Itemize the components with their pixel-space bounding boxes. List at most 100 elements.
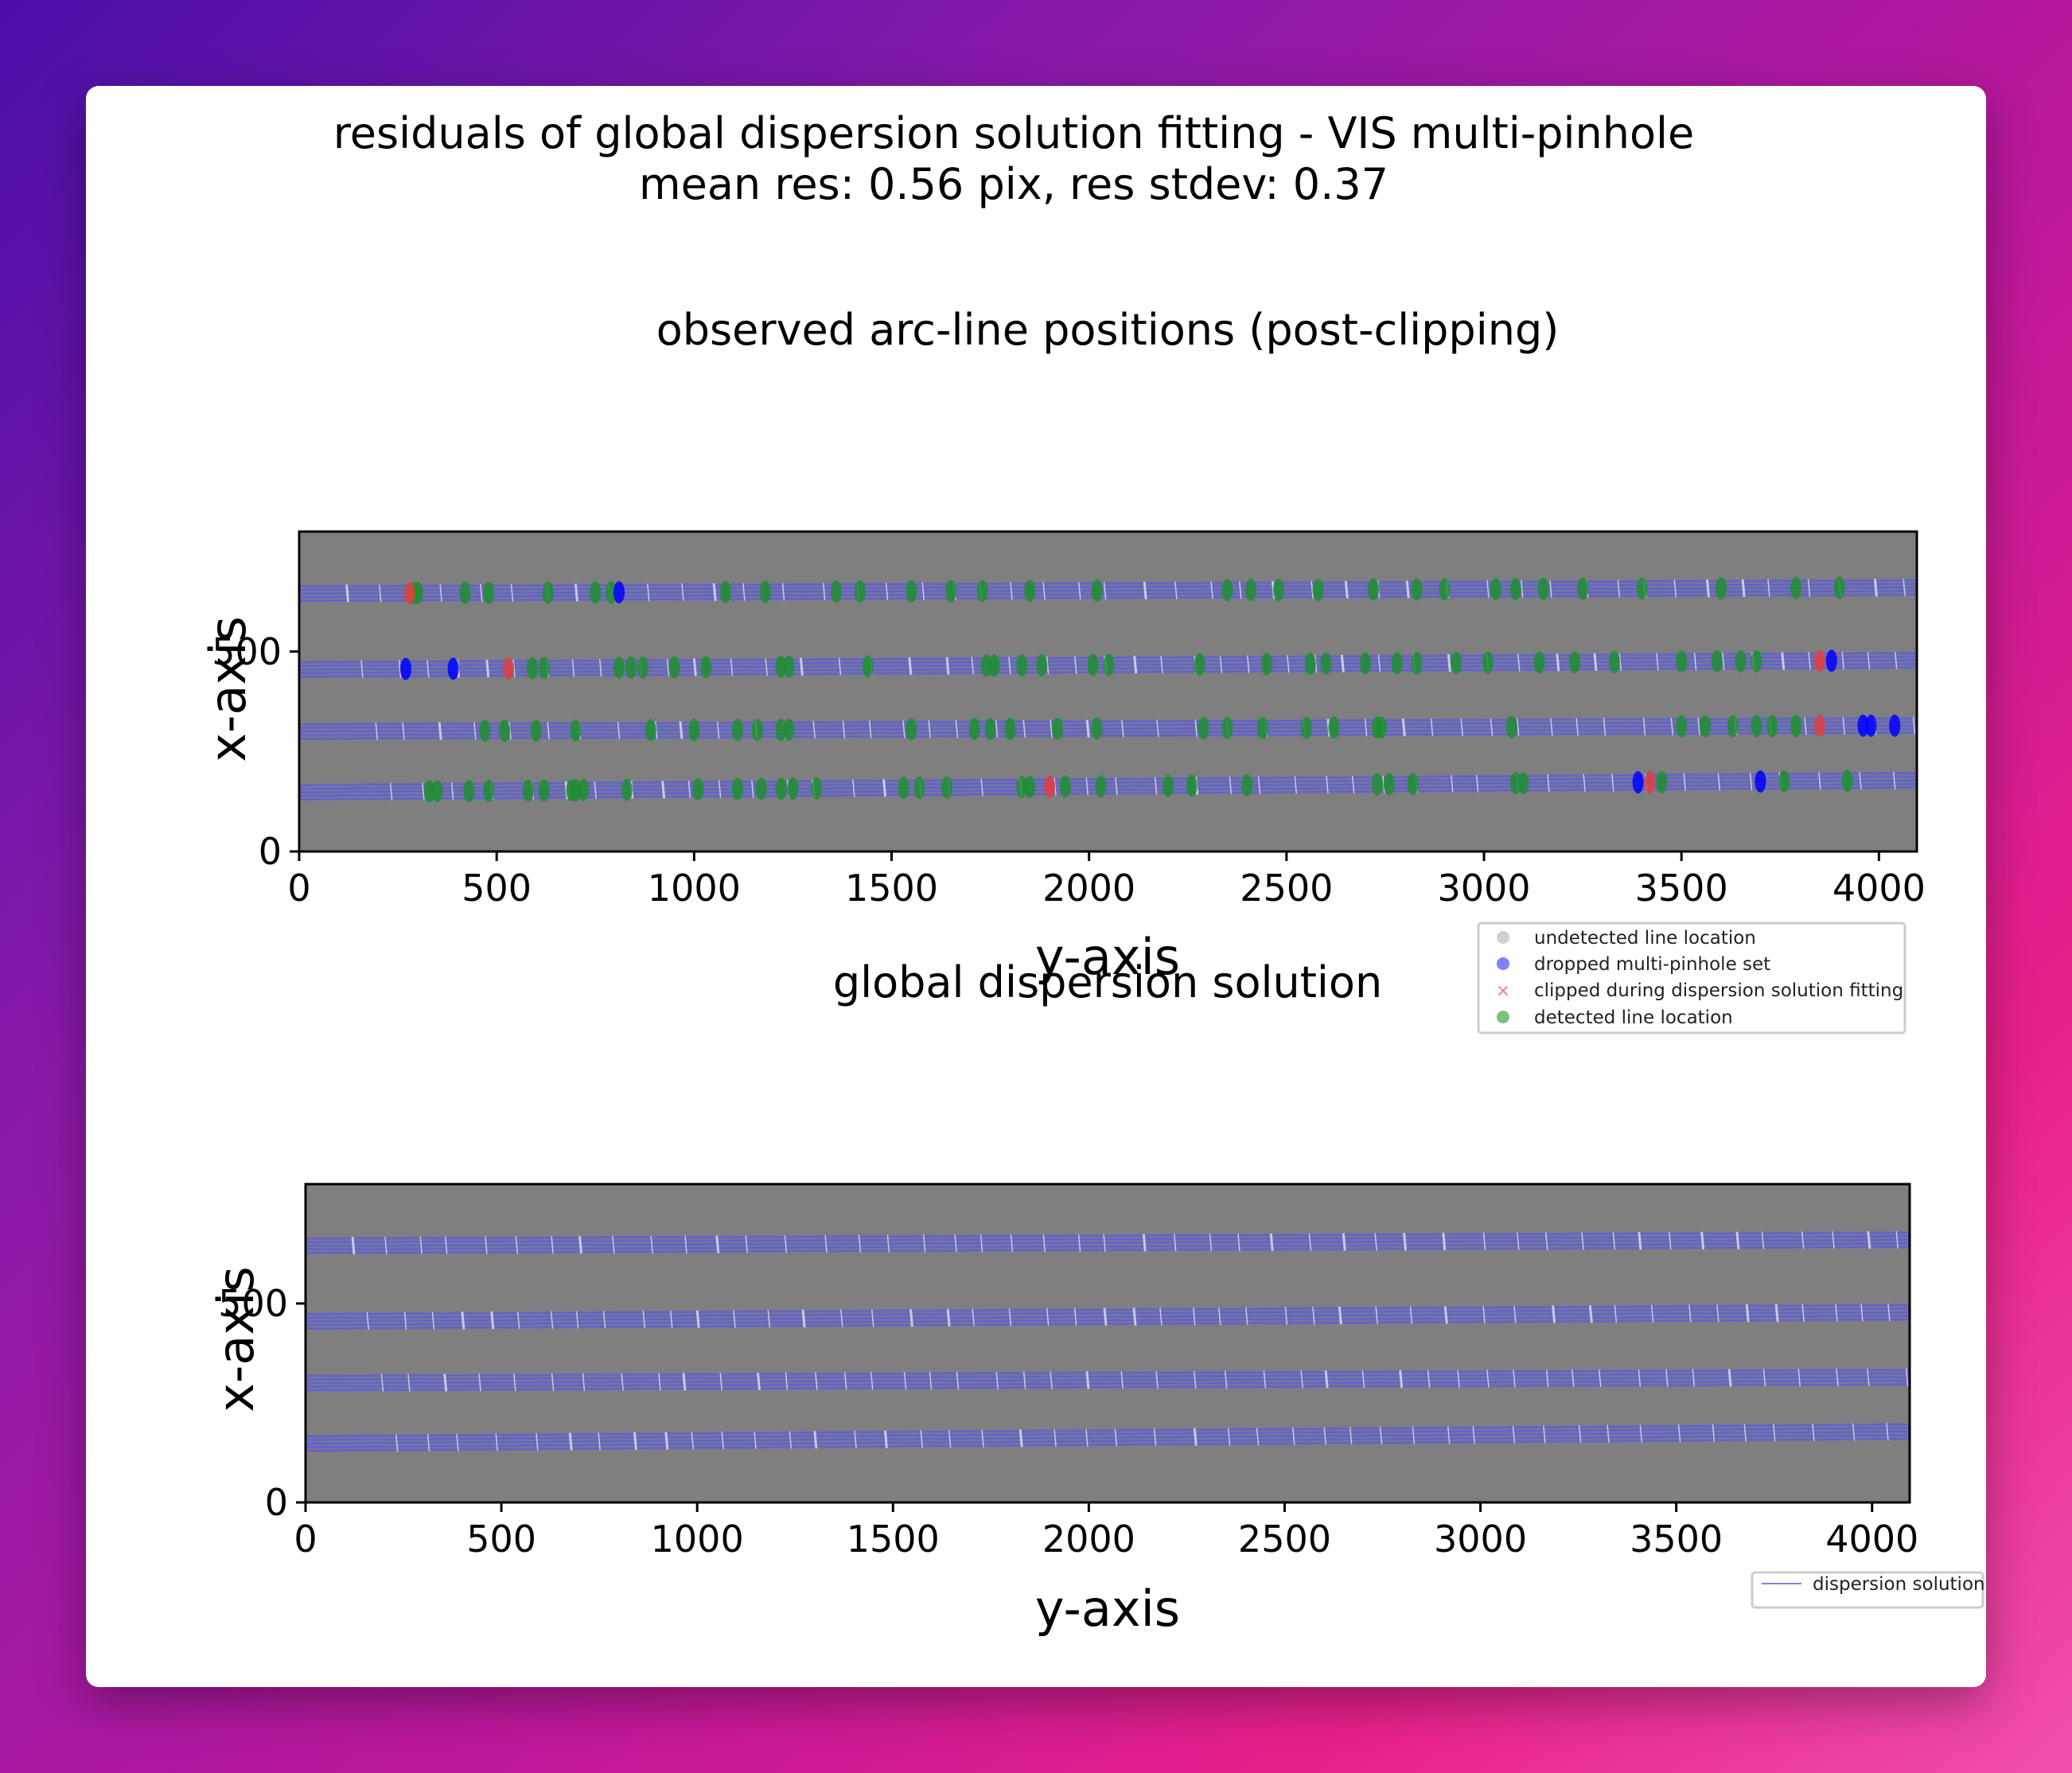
arc-line-glint [384, 1237, 388, 1255]
data-point [984, 718, 996, 741]
dispersion-y-ticks: 0 500 [218, 1282, 306, 1524]
arc-line-glint [574, 583, 578, 602]
legend-frame [1477, 922, 1906, 1035]
data-point [1272, 579, 1284, 602]
x-tick-label: 4000 [1832, 867, 1926, 910]
data-point [1372, 773, 1384, 796]
arc-lines-x-ticks: 0 500 1000 1500 2000 2500 3000 3500 4000 [287, 851, 1926, 910]
dispersion-line [305, 1434, 1910, 1448]
dispersion-line [305, 1380, 1910, 1388]
figure-svg: residuals of global dispersion solution … [199, 108, 1985, 1638]
x-tick-label: 2500 [1240, 867, 1333, 910]
data-point [1221, 579, 1233, 602]
arc-line-glint [1269, 1233, 1274, 1252]
data-point [1411, 578, 1423, 601]
arc-line-glint [1375, 1306, 1378, 1324]
data-point [1360, 652, 1372, 675]
arc-lines-y-ticks: 0 500 [212, 630, 299, 873]
x-tick-label: 1000 [648, 867, 741, 910]
arc-line-glint [1887, 1303, 1891, 1322]
arc-line-glint [380, 1374, 384, 1392]
data-point [1059, 775, 1071, 798]
arc-line-glint [801, 1309, 806, 1328]
data-point [526, 657, 538, 680]
arc-line-glint [1193, 1428, 1198, 1446]
data-point [980, 654, 992, 677]
arc-line-glint [1801, 1303, 1805, 1322]
arc-line-glint [395, 1434, 399, 1452]
arc-line-glint [1050, 719, 1053, 738]
arc-line-glint [1311, 581, 1314, 599]
arc-line-glint [1832, 1231, 1835, 1249]
arc-line-glint [1867, 1231, 1871, 1249]
arc-line-glint [920, 1430, 923, 1448]
arc-line-glint [1762, 1369, 1766, 1387]
data-point [1375, 716, 1387, 739]
arc-line-glint [664, 1432, 669, 1450]
arc-line-glint [1050, 1371, 1053, 1389]
data-point [1024, 775, 1036, 798]
data-point [1044, 775, 1056, 798]
figure-card: residuals of global dispersion solution … [86, 86, 1986, 1687]
data-point [538, 779, 550, 802]
arc-line-glint [882, 779, 887, 797]
data-point [1608, 650, 1620, 673]
data-point [1711, 650, 1723, 673]
arc-line-glint [366, 1311, 370, 1331]
arc-line-glint [1263, 1370, 1267, 1389]
arc-line-glint [495, 1433, 498, 1452]
arc-line-glint [1120, 1371, 1124, 1389]
arc-line-glint [929, 1372, 933, 1390]
data-point [613, 657, 625, 680]
legend-clipped: clipped during dispersion solution fitti… [1534, 980, 1903, 1001]
arc-line-glint [1867, 1368, 1870, 1386]
data-point [400, 657, 412, 680]
arc-line-glint [980, 1234, 983, 1253]
data-point [898, 776, 909, 799]
data-point [688, 719, 700, 742]
y-tick-label: 0 [259, 830, 282, 873]
arc-line-glint [1593, 653, 1598, 672]
arc-line-glint [1103, 1307, 1108, 1326]
arc-line-glint [948, 1429, 952, 1448]
data-point [1889, 714, 1901, 737]
plot-background [299, 532, 1917, 851]
arc-line-glint [439, 584, 442, 602]
arc-line-glint [1552, 1305, 1556, 1323]
data-point [463, 780, 475, 803]
arc-line-glint [360, 660, 364, 678]
data-point [1016, 654, 1028, 677]
data-point [787, 777, 799, 801]
data-point [1656, 770, 1668, 793]
data-point [1304, 653, 1316, 676]
clipped-marker: × [1496, 981, 1510, 1001]
arc-line-glint [550, 1311, 554, 1329]
arc-line-glint [1229, 776, 1233, 795]
arc-line-glint [456, 1433, 459, 1452]
dispersion-line [298, 728, 1918, 736]
arc-line-glint [1210, 581, 1213, 599]
arc-line-glint [852, 779, 855, 797]
data-point [1095, 775, 1107, 798]
dispersion-x-ticks: 0 500 1000 1500 2000 2500 3000 3500 4000 [294, 1502, 1918, 1561]
arc-line-glint [1772, 1424, 1776, 1442]
arc-line-glint [1073, 1307, 1077, 1327]
arc-line-glint [621, 1373, 624, 1391]
arc-line-glint [345, 584, 350, 602]
arc-line-glint [1722, 653, 1725, 671]
arc-line-glint [682, 1373, 687, 1391]
data-point [542, 581, 554, 604]
dropped-marker [1497, 957, 1509, 970]
data-point [645, 719, 656, 742]
data-point [1509, 772, 1521, 795]
arc-line-glint [945, 657, 950, 675]
dispersion-line [305, 1373, 1910, 1381]
arc-line-glint [375, 722, 379, 740]
data-point [988, 654, 1000, 677]
data-point [1004, 717, 1016, 740]
arc-line-glint [431, 1311, 435, 1330]
dispersion-line [305, 1246, 1910, 1254]
arc-line-glint [1008, 657, 1011, 675]
arc-line-glint [578, 1236, 583, 1254]
arc-line-glint [617, 721, 621, 739]
